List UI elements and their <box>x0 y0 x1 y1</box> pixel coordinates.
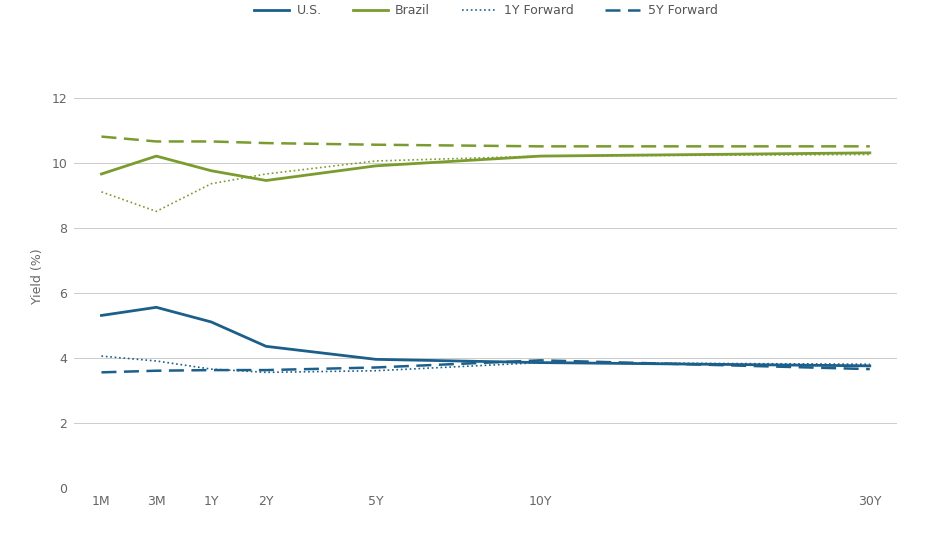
Y-axis label: Yield (%): Yield (%) <box>31 249 44 304</box>
Legend: U.S., Brazil, 1Y Forward, 5Y Forward: U.S., Brazil, 1Y Forward, 5Y Forward <box>249 0 722 22</box>
